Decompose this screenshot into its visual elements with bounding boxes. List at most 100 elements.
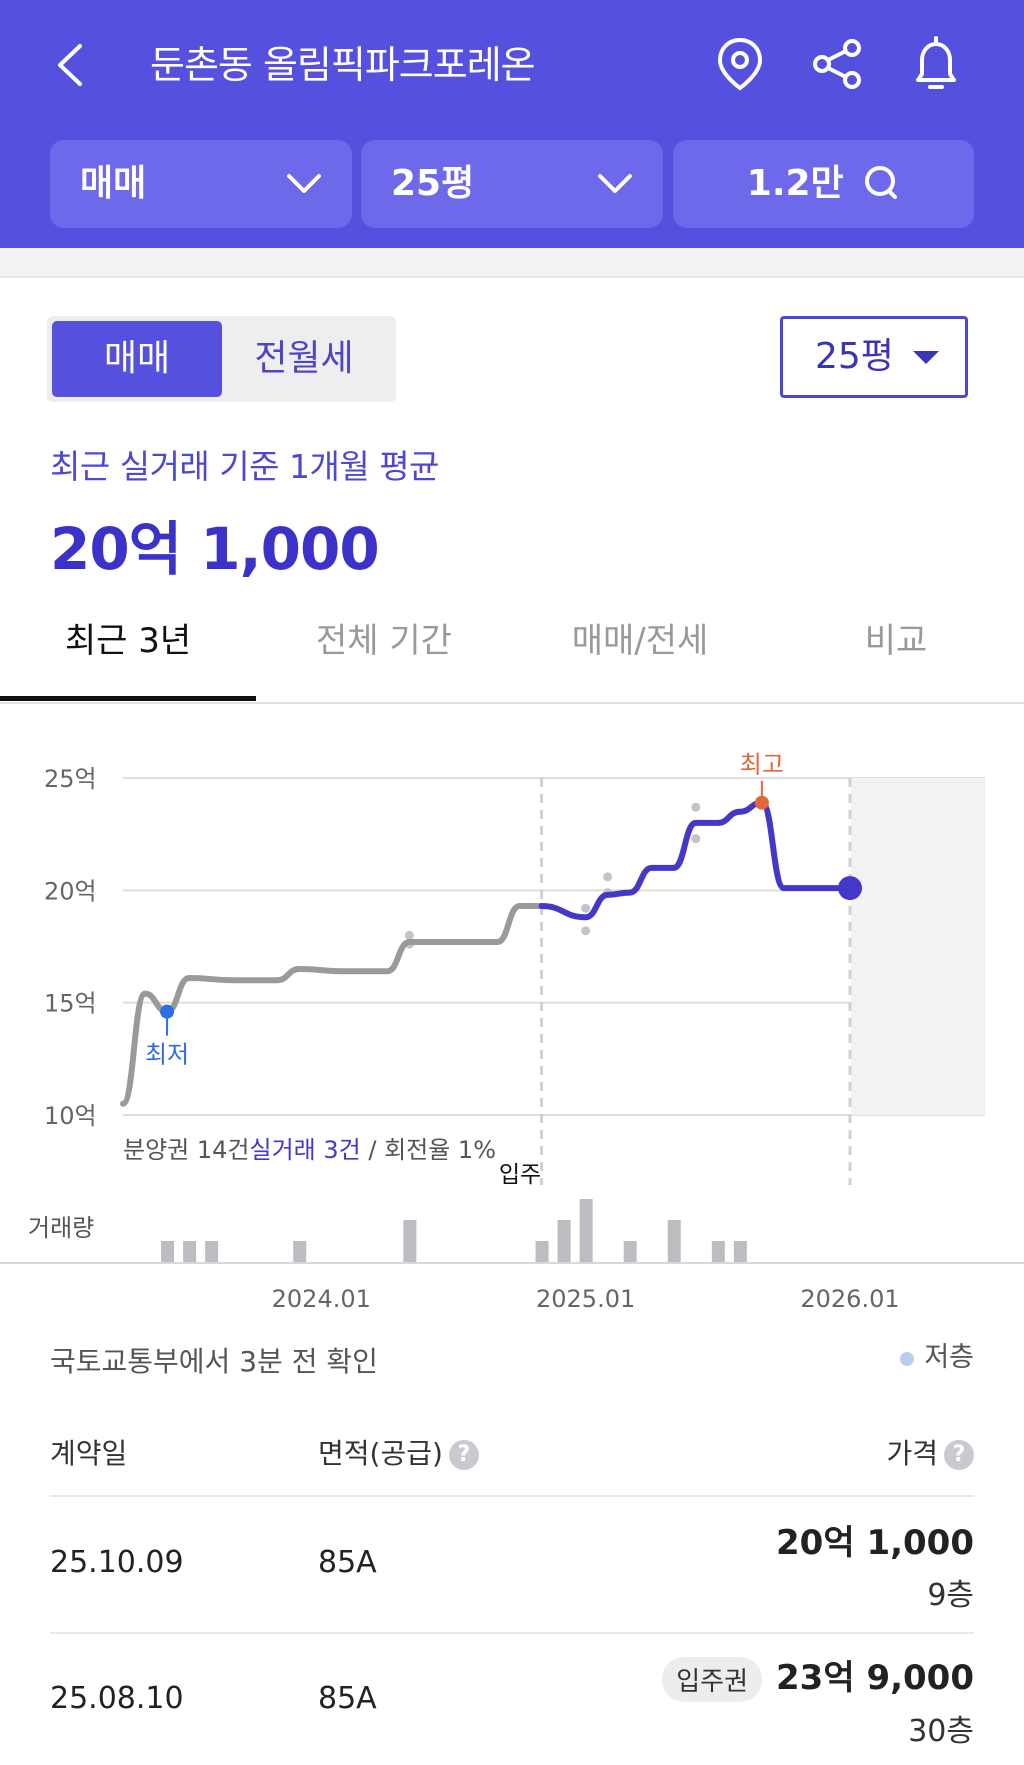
size-chip-label: 25평 [391,163,475,204]
presale-count: 분양권 14건 [123,1136,250,1164]
header-area: 면적(공급)? [318,1432,479,1472]
volume-bar [205,1241,219,1262]
low-marker-label: 최저 [145,1041,189,1069]
legend-label: 저층 [924,1342,974,1373]
deal-segment-control: 매매 전월세 [47,316,396,402]
header-area-label: 면적(공급) [318,1437,443,1470]
row-price: 20억 1,000 [776,1523,974,1563]
x-tick-label: 2026.01 [800,1285,899,1313]
header-price-label: 가격 [886,1437,938,1470]
row-area: 85A [318,1545,377,1580]
source-note: 국토교통부에서 3분 전 확인 [50,1345,378,1378]
high-marker-label: 최고 [740,751,784,779]
chart-markers: 최저 최고 [145,751,862,1069]
period-tabs: 최근 3년 전체 기간 매매/전세 비교 [0,612,1024,704]
volume-bar [557,1220,571,1262]
x-axis-ticks: 2024.01 2025.01 2026.01 [272,1285,900,1313]
help-icon[interactable]: ? [944,1440,974,1470]
table-divider [50,1495,974,1497]
vertical-guides [540,778,852,1185]
x-tick-label: 2024.01 [272,1285,371,1313]
scatter-point [691,802,701,812]
average-price-label: 최근 실거래 기준 1개월 평균 [50,447,439,486]
row-area: 85A [318,1681,377,1716]
chevron-down-icon [598,174,632,193]
volume-bar [623,1241,637,1262]
header-date: 계약일 [50,1437,128,1470]
table-divider [50,1632,974,1634]
y-tick-label: 10억 [44,1102,97,1130]
search-icon [865,166,898,199]
header-price: 가격? [886,1432,974,1472]
volume-bars [161,1199,747,1262]
volume-bar [183,1241,197,1262]
row-price-wrap: 입주권 23억 9,000 [662,1650,974,1702]
turnover-rate: / 회전율 1% [361,1136,496,1164]
segment-sale[interactable]: 매매 [52,321,222,397]
volume-bar [579,1199,593,1262]
bell-icon[interactable] [906,34,966,94]
legend-low-floor: 저층 [900,1335,974,1374]
average-price-value: 20억 1,000 [50,515,380,583]
page-title: 둔촌동 올림픽파크포레온 [150,43,536,87]
row-price: 23억 9,000 [776,1658,974,1698]
row-floor: 30층 [908,1714,974,1749]
active-tab-underline [0,696,256,701]
top-header: 둔촌동 올림픽파크포레온 매매 25평 1.2만 [0,0,1024,248]
scatter-points [404,802,701,949]
tab-sale-jeonse[interactable]: 매매/전세 [571,621,709,661]
trade-counts-annotation: 분양권 14건실거래 3건 / 회전율 1% [123,1136,496,1164]
row-date: 25.10.09 [50,1545,184,1580]
volume-bar [293,1241,307,1262]
search-count-label: 1.2만 [746,163,844,204]
volume-bar [667,1220,681,1262]
high-marker [754,795,769,810]
volume-bar [161,1241,175,1262]
size-select-label: 25평 [815,336,894,377]
volume-bar [711,1241,725,1262]
size-select[interactable]: 25평 [780,316,968,398]
row-floor: 9층 [927,1578,974,1613]
movein-label: 입주 [499,1162,541,1188]
dropdown-triangle-icon [913,351,939,364]
x-tick-label: 2025.01 [536,1285,635,1313]
header-divider [0,248,1024,278]
series-line-pre-movein [120,903,545,1107]
actual-trade-count: 실거래 3건 [250,1136,361,1164]
row-date: 25.08.10 [50,1681,184,1716]
scatter-point [603,872,613,882]
search-count-chip[interactable]: 1.2만 [673,140,974,228]
volume-bar [403,1220,417,1262]
y-tick-label: 20억 [44,877,97,905]
volume-bar [535,1241,549,1262]
help-icon[interactable]: ? [448,1440,479,1470]
volume-label: 거래량 [28,1214,94,1242]
tab-compare[interactable]: 비교 [864,621,928,661]
size-chip[interactable]: 25평 [361,140,663,228]
future-region [851,778,985,1115]
low-marker [160,1004,175,1019]
share-icon[interactable] [808,34,868,94]
price-lines [120,799,853,1107]
deal-type-label: 매매 [80,163,147,204]
segment-rent[interactable]: 전월세 [254,338,354,379]
y-tick-label: 25억 [44,765,97,793]
tab-all-period[interactable]: 전체 기간 [316,621,452,661]
back-icon[interactable] [52,40,92,90]
location-pin-icon[interactable] [710,34,770,94]
scatter-point [581,903,591,913]
y-tick-label: 15억 [44,990,97,1018]
chevron-down-icon [287,174,321,193]
legend-dot [900,1351,915,1366]
scatter-point [404,930,414,940]
deal-type-chip[interactable]: 매매 [50,140,352,228]
movein-right-badge: 입주권 [662,1657,763,1702]
series-line-post-movein [538,799,853,921]
scatter-point [691,834,701,844]
scatter-point [581,926,591,936]
tab-recent-3y[interactable]: 최근 3년 [64,621,192,661]
current-marker [838,876,862,901]
y-axis-ticks: 25억 20억 15억 10억 [44,765,97,1130]
volume-bar [733,1241,747,1262]
